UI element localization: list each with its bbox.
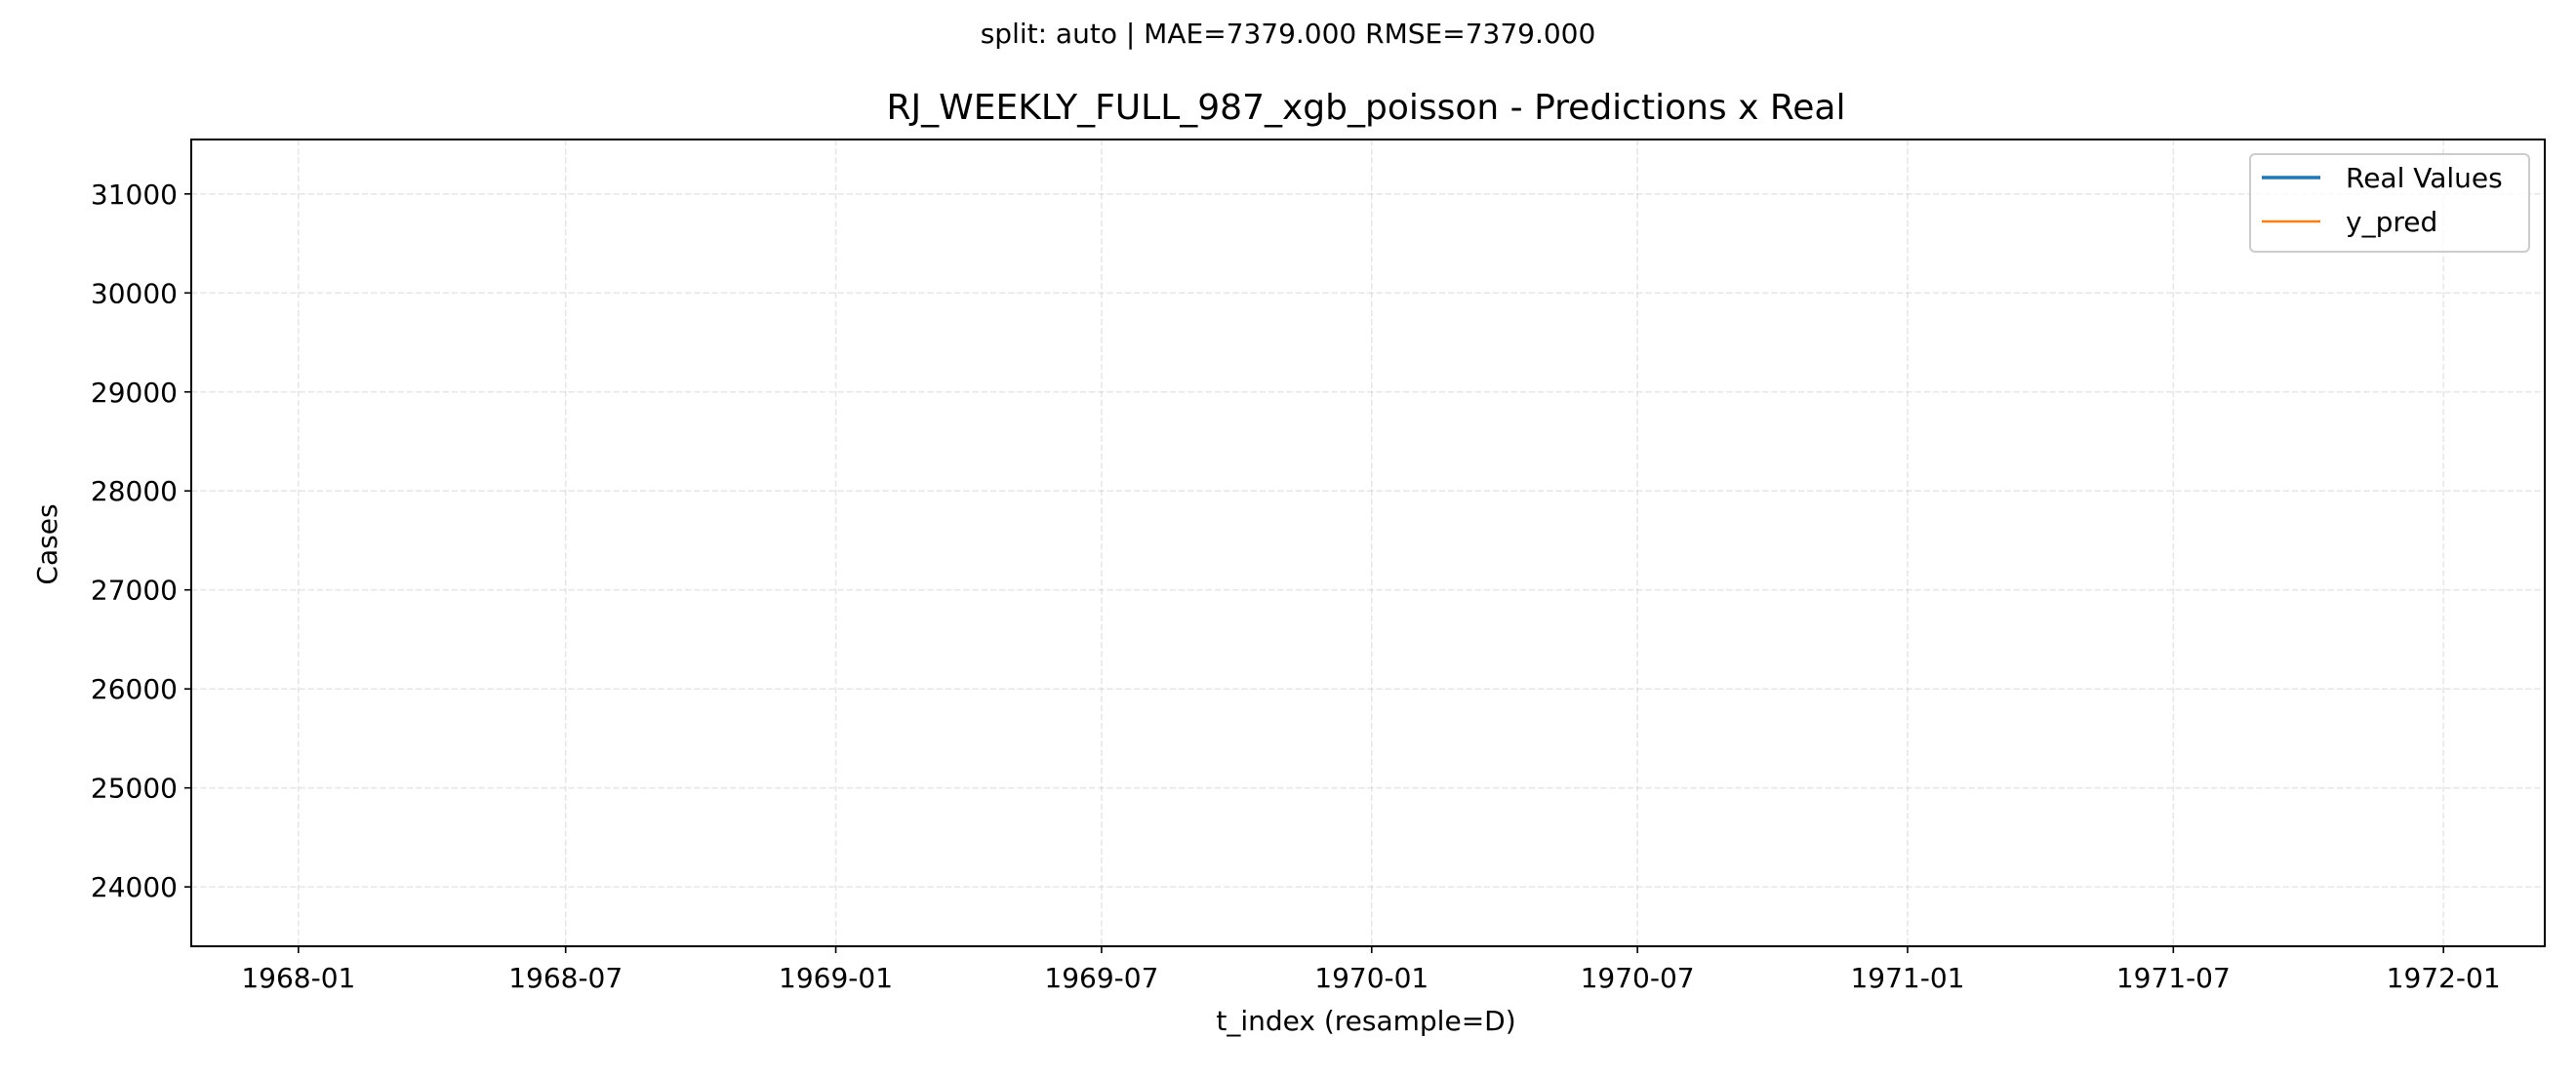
x-tick-label: 1968-07 <box>508 962 623 994</box>
grid-layer <box>191 140 2545 946</box>
y-tick-label: 26000 <box>91 673 178 705</box>
x-tick-label: 1971-01 <box>1850 962 1964 994</box>
y-axis-label: Cases <box>31 503 63 584</box>
y-tick-label: 28000 <box>91 475 178 507</box>
chart-legend: Real Values y_pred <box>2249 153 2530 253</box>
y-tick-label: 25000 <box>91 773 178 805</box>
y-tick-label: 30000 <box>91 277 178 309</box>
x-tick-label: 1969-01 <box>779 962 893 994</box>
x-tick-label: 1972-01 <box>2387 962 2501 994</box>
chart-title: RJ_WEEKLY_FULL_987_xgb_poisson - Predict… <box>887 88 1846 128</box>
plot-area-frame <box>190 139 2546 947</box>
y-tick-label: 31000 <box>91 179 178 211</box>
legend-label: Real Values <box>2346 162 2503 194</box>
x-tick-label: 1971-07 <box>2116 962 2231 994</box>
y-tick-label: 29000 <box>91 377 178 409</box>
y-axis: 24000 25000 26000 27000 28000 29000 30000 31000 <box>91 179 191 903</box>
chart-suptitle: split: auto | MAE=7379.000 RMSE=7379.000 <box>981 18 1596 50</box>
x-axis-label: t_index (resample=D) <box>1216 1005 1515 1037</box>
x-tick-label: 1969-07 <box>1044 962 1158 994</box>
y-tick-label: 27000 <box>91 575 178 607</box>
x-tick-label: 1970-01 <box>1314 962 1429 994</box>
x-axis: 1968-01 1968-07 1969-01 1969-07 1970-01 1970-… <box>241 946 2501 994</box>
y-tick-label: 24000 <box>91 871 178 903</box>
x-tick-label: 1970-07 <box>1581 962 1695 994</box>
legend-label: y_pred <box>2346 206 2437 238</box>
x-tick-label: 1968-01 <box>241 962 355 994</box>
